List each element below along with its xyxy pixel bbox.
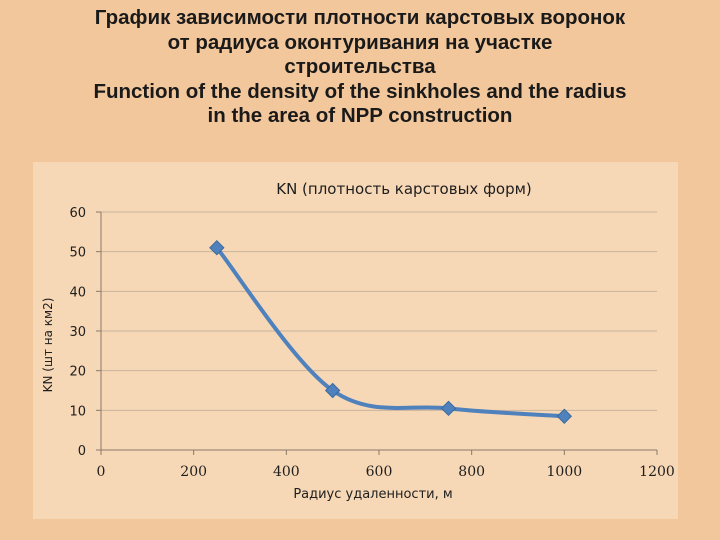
x-tick-label: 0 [97, 464, 106, 480]
x-tick-label: 1000 [547, 464, 583, 480]
title-ru-line-2: от радиуса оконтуривания на участке [167, 30, 553, 54]
data-point [324, 382, 341, 399]
gridlines [101, 211, 657, 411]
title-ru-line-1: График зависимости плотности карстовых в… [94, 6, 626, 29]
x-tick-label: 800 [458, 464, 485, 480]
data-point [440, 400, 457, 417]
x-tick-label: 200 [180, 464, 207, 480]
y-axis-label: KN (шт на км2) [41, 298, 55, 393]
y-tick-label: 50 [69, 246, 86, 261]
y-tick-label: 20 [69, 365, 86, 380]
slide-title: График зависимости плотности карстовых в… [20, 6, 700, 129]
x-tick-label: 1200 [639, 464, 675, 480]
series-line [214, 245, 567, 419]
chart-title: KN (плотность карстовых форм) [276, 180, 532, 198]
y-tick-label: 30 [69, 325, 86, 340]
series-layer [209, 239, 573, 424]
x-axis-label: Радиус удаленности, м [293, 487, 452, 502]
title-ru-line-3: строительства [284, 55, 436, 78]
y-tick-label: 60 [69, 206, 86, 221]
title-en-line-2: in the area of NPP construction [207, 104, 513, 127]
y-tick-label: 10 [69, 404, 86, 419]
x-tick-label: 600 [366, 464, 393, 480]
y-tick-label: 40 [69, 285, 86, 300]
data-point [556, 408, 573, 424]
data-point [209, 239, 225, 256]
chart-panel [33, 162, 678, 519]
title-en-line-1: Function of the density of the sinkholes… [93, 79, 627, 103]
x-tick-label: 400 [273, 464, 300, 480]
y-tick-label: 0 [78, 444, 86, 459]
axes [96, 211, 658, 455]
